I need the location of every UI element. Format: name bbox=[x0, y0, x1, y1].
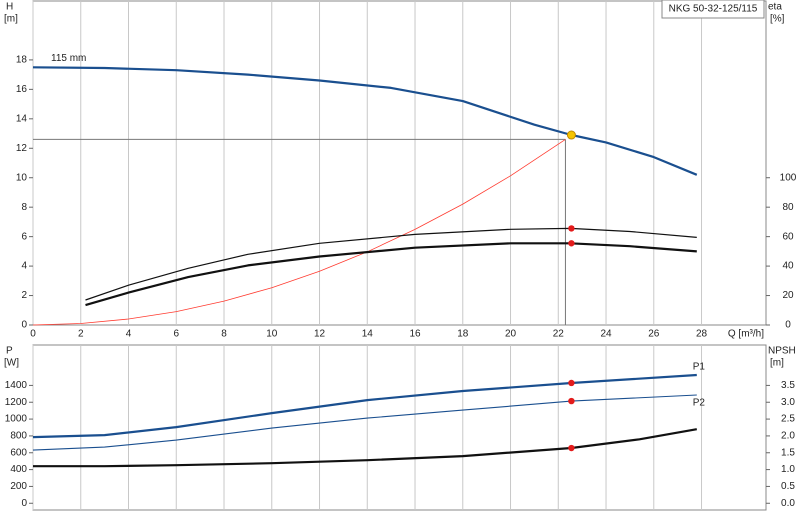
series-line bbox=[32, 66, 698, 176]
y-tick-label: 14 bbox=[16, 113, 28, 124]
y2-axis-unit: [%] bbox=[770, 14, 785, 25]
title-box bbox=[661, 0, 765, 19]
y2-tick-label: 2.0 bbox=[781, 431, 795, 442]
y-axis-unit: [m] bbox=[4, 14, 18, 25]
y2-axis-label: eta bbox=[768, 2, 782, 13]
x-tick-label: 26 bbox=[648, 329, 660, 340]
y-tick-label: 1200 bbox=[5, 397, 28, 408]
y2-tick-label: 0.0 bbox=[781, 498, 795, 509]
y-tick-label: 12 bbox=[16, 143, 28, 154]
series-label: 115 mm bbox=[51, 53, 86, 64]
y2-tick-label: 20 bbox=[782, 290, 794, 301]
series-line bbox=[32, 394, 697, 451]
y-tick-label: 1400 bbox=[5, 380, 28, 391]
y-tick-label: 6 bbox=[21, 231, 27, 242]
series-line bbox=[85, 242, 697, 307]
y2-tick-label: 3.5 bbox=[781, 380, 795, 391]
operating-marker bbox=[568, 240, 575, 247]
x-tick-label: 6 bbox=[173, 329, 179, 340]
y-tick-label: 2 bbox=[21, 290, 27, 301]
y2-tick-label: 1.0 bbox=[781, 464, 795, 475]
y2-tick-label: 3.0 bbox=[781, 397, 795, 408]
x-tick-label: 18 bbox=[457, 329, 469, 340]
x-tick-label: 2 bbox=[78, 329, 84, 340]
series-line bbox=[33, 428, 697, 468]
y-tick-label: 600 bbox=[10, 447, 27, 458]
series-line bbox=[32, 373, 697, 439]
y-tick-label: 800 bbox=[10, 431, 27, 442]
y-axis-label: H bbox=[6, 2, 13, 13]
y2-tick-label: 80 bbox=[782, 202, 794, 213]
y2-tick-label: 1.5 bbox=[781, 447, 795, 458]
series-label: P2 bbox=[693, 398, 706, 409]
operating-marker bbox=[568, 444, 575, 452]
y-axis-label: P bbox=[6, 346, 13, 357]
chart-title: NKG 50-32-125/115 bbox=[669, 4, 758, 15]
x-tick-label: 22 bbox=[553, 329, 565, 340]
y-tick-label: 0 bbox=[21, 320, 27, 331]
series-label: P1 bbox=[693, 362, 706, 373]
y-tick-label: 4 bbox=[21, 261, 27, 272]
x-tick-label: 8 bbox=[221, 329, 227, 340]
series-line bbox=[32, 139, 566, 326]
y-tick-label: 200 bbox=[10, 481, 27, 492]
y-tick-label: 1000 bbox=[5, 414, 28, 425]
y2-tick-label: 0.5 bbox=[781, 481, 795, 492]
y2-tick-label: 60 bbox=[782, 231, 794, 242]
x-tick-label: 24 bbox=[600, 329, 612, 340]
x-tick-label: 28 bbox=[696, 329, 708, 340]
y2-axis-unit: [m] bbox=[770, 358, 784, 369]
plot-frame bbox=[32, 0, 767, 326]
y-axis-unit: [W] bbox=[4, 358, 19, 369]
y2-tick-label: 100 bbox=[780, 172, 797, 183]
y2-tick-label: 2.5 bbox=[781, 414, 795, 425]
y2-axis-label: NPSH bbox=[768, 346, 796, 357]
x-tick-label: 20 bbox=[505, 329, 517, 340]
y2-tick-label: 40 bbox=[782, 261, 794, 272]
x-tick-label: 14 bbox=[362, 329, 374, 340]
series-line bbox=[85, 227, 697, 301]
operating-marker bbox=[568, 379, 575, 387]
y-tick-label: 400 bbox=[10, 464, 27, 475]
x-tick-label: 4 bbox=[126, 329, 132, 340]
plot-frame bbox=[32, 344, 767, 511]
operating-marker bbox=[568, 225, 575, 232]
y2-tick-label: 0 bbox=[785, 320, 791, 331]
x-tick-label: 0 bbox=[30, 329, 36, 340]
y-tick-label: 18 bbox=[16, 55, 28, 66]
y-tick-label: 10 bbox=[16, 172, 28, 183]
x-tick-label: 16 bbox=[409, 329, 421, 340]
x-tick-label: 12 bbox=[314, 329, 326, 340]
duty-point bbox=[566, 130, 576, 140]
y-tick-label: 8 bbox=[21, 202, 27, 213]
x-axis-label: Q [m³/h] bbox=[728, 329, 764, 340]
y-tick-label: 16 bbox=[16, 84, 28, 95]
operating-marker bbox=[568, 397, 575, 405]
x-tick-label: 10 bbox=[266, 329, 278, 340]
y-tick-label: 0 bbox=[21, 498, 27, 509]
